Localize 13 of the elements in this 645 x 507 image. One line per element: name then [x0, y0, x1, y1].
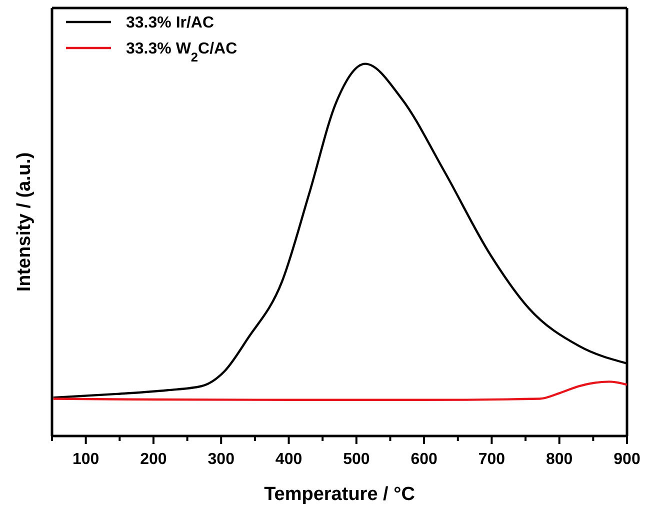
x-tick-label: 700 — [478, 451, 506, 468]
x-tick-label: 800 — [546, 451, 573, 468]
x-tick-label: 300 — [208, 451, 235, 468]
x-tick-label: 600 — [410, 451, 438, 468]
y-axis-title: Intensity / (a.u.) — [14, 152, 35, 292]
x-axis-title: Temperature / °C — [264, 484, 416, 505]
legend-label: 33.3% W$_{2}$C/AC — [126, 40, 238, 64]
x-tick-label: 400 — [275, 451, 302, 468]
legend-label: 33.3% Ir/AC — [126, 14, 214, 32]
x-tick-label: 900 — [614, 451, 640, 468]
x-tick-label: 100 — [72, 451, 100, 468]
x-tick-label: 200 — [140, 451, 167, 468]
x-tick-label: 500 — [343, 451, 370, 468]
